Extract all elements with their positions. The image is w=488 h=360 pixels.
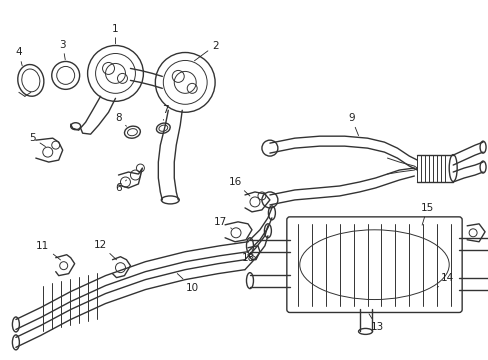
Text: 2: 2 xyxy=(194,41,218,61)
Text: 1: 1 xyxy=(112,24,119,44)
Text: 10: 10 xyxy=(177,274,198,293)
Text: 8: 8 xyxy=(115,113,126,126)
Text: 9: 9 xyxy=(347,113,358,136)
Text: 16: 16 xyxy=(228,177,249,196)
Text: 14: 14 xyxy=(436,273,453,288)
Text: 18: 18 xyxy=(241,250,254,263)
Text: 6: 6 xyxy=(115,180,126,193)
Text: 11: 11 xyxy=(36,241,61,260)
Text: 5: 5 xyxy=(29,133,45,147)
Text: 15: 15 xyxy=(420,203,433,225)
Text: 13: 13 xyxy=(368,314,384,332)
Text: 3: 3 xyxy=(59,40,66,60)
Text: 17: 17 xyxy=(213,217,231,229)
Text: 4: 4 xyxy=(16,48,22,66)
Text: 7: 7 xyxy=(162,105,168,120)
Text: 12: 12 xyxy=(94,240,116,260)
